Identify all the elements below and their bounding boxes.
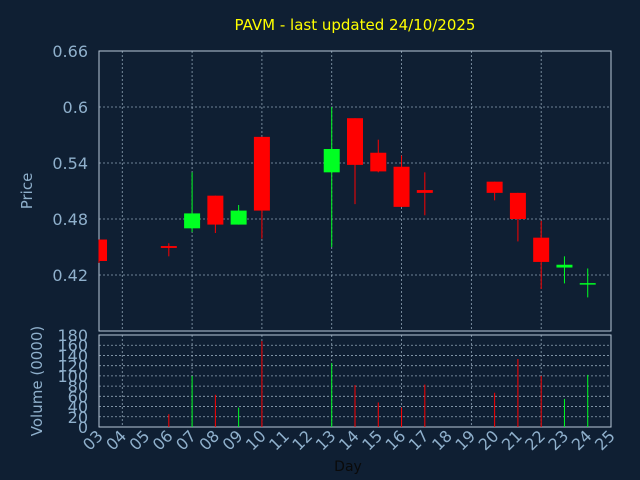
candle-body [99, 239, 107, 261]
x-tick-labels: 0304050607080910111213141516171819202122… [79, 426, 619, 454]
candle-body [486, 181, 503, 193]
candle-body [370, 152, 387, 172]
candle-body [184, 213, 201, 229]
candle [230, 205, 247, 225]
volume-tick-label: 80 [68, 377, 88, 396]
candle-body [556, 264, 573, 268]
price-tick-label: 0.6 [63, 98, 88, 117]
candle-body [533, 237, 550, 262]
candle [160, 243, 177, 257]
volume-tick-label: 0 [78, 418, 88, 437]
candle [486, 181, 503, 201]
candle [509, 192, 526, 242]
candle [253, 136, 270, 239]
candle-body [323, 149, 340, 173]
volume-tick-label: 20 [68, 408, 88, 427]
candle [393, 155, 410, 207]
volume-tick-label: 160 [57, 336, 88, 355]
candle [370, 139, 387, 173]
candle-body [579, 283, 596, 285]
candles [98, 107, 596, 298]
candle-body [160, 246, 177, 248]
price-axis-label: Price [18, 173, 36, 210]
candle-body [207, 195, 224, 225]
price-plot-frame [98, 50, 612, 332]
volume-axis-label: Volume (0000) [28, 326, 46, 436]
candle-body [230, 210, 247, 225]
volume-tick-label: 140 [57, 346, 88, 365]
volume-tick-label: 180 [57, 326, 88, 345]
volume-bars [168, 341, 589, 427]
price-tick-label: 0.48 [52, 210, 88, 229]
price-tick-labels: 0.66 0.6 0.54 0.48 0.42 [52, 42, 88, 285]
price-tick-label: 0.54 [52, 154, 88, 173]
candle [184, 172, 201, 233]
volume-tick-label: 120 [57, 357, 88, 376]
candle [556, 256, 573, 284]
candle-body [416, 190, 433, 193]
candle [98, 239, 107, 263]
price-tick-label: 0.42 [52, 266, 88, 285]
candle [416, 172, 433, 216]
candle [207, 195, 224, 233]
volume-tick-label: 100 [57, 367, 88, 386]
chart-title: PAVM - last updated 24/10/2025 [235, 16, 476, 34]
volume-tick-label: 40 [68, 398, 88, 417]
candle [579, 268, 596, 298]
candle-body [509, 192, 526, 219]
candle [347, 118, 363, 205]
candle-body [393, 166, 410, 207]
candle [533, 220, 550, 289]
candle [323, 107, 340, 247]
candle-body [253, 136, 270, 211]
x-axis-label: Day [334, 459, 362, 475]
price-tick-label: 0.66 [52, 42, 88, 61]
volume-tick-label: 60 [68, 387, 88, 406]
candle-body [347, 118, 363, 165]
